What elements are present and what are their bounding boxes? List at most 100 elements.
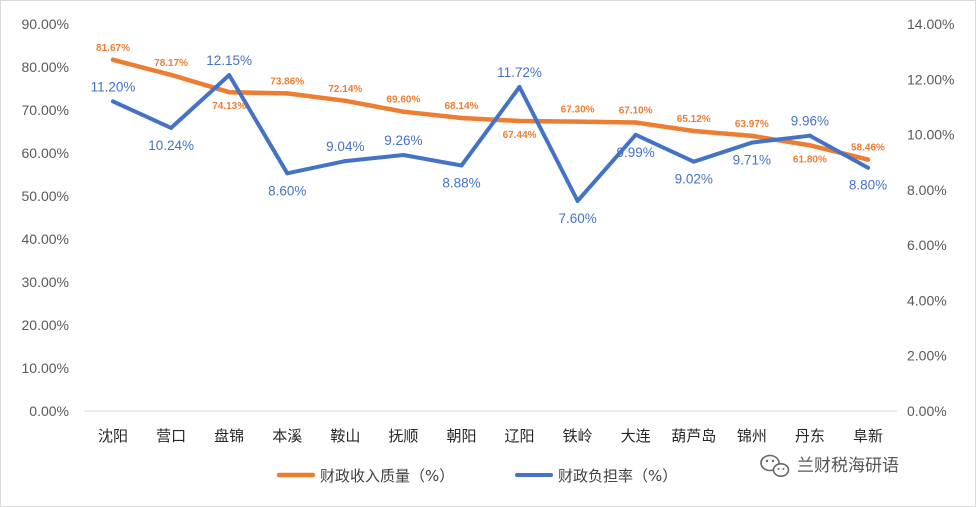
- data-label-revenue-quality: 78.17%: [154, 58, 188, 69]
- x-category-label: 鞍山: [330, 427, 360, 445]
- y-left-tick-label: 0.00%: [29, 403, 69, 419]
- data-point-fiscal-burden: [749, 140, 754, 145]
- data-label-fiscal-burden: 9.04%: [326, 139, 364, 154]
- data-label-revenue-quality: 63.97%: [735, 119, 769, 130]
- y-left-tick-label: 80.00%: [22, 59, 69, 75]
- watermark: 兰财税海研语: [760, 454, 899, 477]
- data-point-revenue-quality: [807, 143, 813, 148]
- data-point-fiscal-burden: [575, 198, 580, 203]
- y-left-tick-label: 60.00%: [22, 145, 69, 161]
- y-left-tick-label: 90.00%: [22, 16, 69, 32]
- wechat-icon: [760, 454, 790, 477]
- data-point-revenue-quality: [459, 115, 464, 121]
- data-point-revenue-quality: [110, 57, 116, 63]
- data-label-fiscal-burden: 8.80%: [849, 178, 887, 193]
- series-fiscal-burden: [111, 73, 870, 203]
- legend: 财政收入质量（%） 财政负担率（%）: [276, 467, 677, 485]
- axes: 0.00% 10.00% 20.00% 30.00% 40.00% 50.00% 60.00…: [22, 16, 955, 445]
- data-point-fiscal-burden: [285, 171, 290, 176]
- data-label-fiscal-burden: 7.60%: [558, 211, 596, 226]
- x-category-label: 盘锦: [214, 427, 244, 445]
- x-category-label: 丹东: [795, 427, 825, 445]
- data-point-fiscal-burden: [459, 163, 464, 168]
- data-label-fiscal-burden: 9.99%: [617, 145, 655, 160]
- data-label-fiscal-burden: 10.24%: [148, 138, 194, 153]
- series-line-fiscal-burden: [111, 73, 870, 203]
- data-point-revenue-quality: [749, 133, 755, 139]
- data-point-revenue-quality: [168, 72, 174, 78]
- data-point-revenue-quality: [401, 109, 406, 114]
- data-point-revenue-quality: [865, 157, 871, 162]
- y-left-tick-label: 70.00%: [22, 102, 69, 118]
- data-point-revenue-quality: [343, 98, 348, 103]
- data-point-revenue-quality: [517, 118, 522, 124]
- data-point-revenue-quality: [226, 90, 232, 95]
- data-point-fiscal-burden: [401, 153, 406, 158]
- data-point-revenue-quality: [285, 91, 290, 96]
- x-category-label: 葫芦岛: [671, 427, 716, 445]
- data-label-revenue-quality: 65.12%: [677, 114, 711, 125]
- x-category-label: 锦州: [737, 427, 767, 445]
- data-point-fiscal-burden: [691, 159, 696, 164]
- data-label-fiscal-burden: 9.26%: [384, 133, 422, 148]
- data-label-revenue-quality: 67.30%: [561, 105, 595, 116]
- y-left-tick-label: 20.00%: [22, 317, 69, 333]
- data-point-revenue-quality: [575, 119, 580, 124]
- data-label-revenue-quality: 81.67%: [96, 43, 130, 54]
- x-category-label: 营口: [156, 427, 186, 445]
- x-category-label: 辽阳: [505, 427, 535, 445]
- data-point-revenue-quality: [691, 128, 696, 134]
- y-right-tick-label: 0.00%: [907, 403, 947, 419]
- y-right-tick-label: 10.00%: [907, 127, 954, 143]
- data-label-revenue-quality: 72.14%: [328, 84, 362, 95]
- data-label-fiscal-burden: 11.20%: [91, 79, 136, 94]
- x-category-label: 本溪: [272, 427, 302, 445]
- data-label-fiscal-burden: 9.96%: [791, 114, 829, 129]
- data-point-fiscal-burden: [517, 85, 522, 90]
- x-category-label: 朝阳: [446, 427, 476, 445]
- y-right-tick-label: 2.00%: [907, 348, 947, 364]
- data-label-revenue-quality: 58.46%: [851, 143, 885, 154]
- x-category-label: 抚顺: [388, 427, 418, 445]
- y-right-tick-label: 14.00%: [907, 16, 954, 32]
- y-right-tick-label: 6.00%: [907, 237, 947, 253]
- y-left-tick-label: 10.00%: [22, 360, 69, 376]
- data-point-fiscal-burden: [865, 165, 870, 170]
- data-label-fiscal-burden: 9.71%: [733, 153, 771, 168]
- watermark-text: 兰财税海研语: [797, 456, 899, 476]
- data-label-revenue-quality: 69.60%: [386, 95, 420, 106]
- x-category-label: 沈阳: [98, 427, 128, 445]
- data-labels: 81.67% 78.17% 74.13% 73.86% 72.14% 69.60% 68.1…: [91, 43, 887, 226]
- x-category-label: 大连: [621, 427, 651, 445]
- data-point-fiscal-burden: [343, 159, 348, 164]
- legend-label-revenue-quality: 财政收入质量（%）: [320, 467, 454, 485]
- data-label-revenue-quality: 67.44%: [503, 130, 537, 141]
- data-label-revenue-quality: 73.86%: [270, 76, 304, 87]
- y-left-tick-label: 50.00%: [22, 188, 69, 204]
- data-point-fiscal-burden: [633, 132, 638, 137]
- data-label-revenue-quality: 67.10%: [619, 105, 653, 116]
- data-label-revenue-quality: 74.13%: [212, 101, 246, 112]
- x-category-label: 阜新: [853, 427, 883, 445]
- legend-label-fiscal-burden: 财政负担率（%）: [558, 467, 677, 485]
- data-label-fiscal-burden: 8.60%: [268, 183, 306, 198]
- data-label-fiscal-burden: 11.72%: [497, 65, 542, 80]
- data-point-fiscal-burden: [807, 133, 812, 138]
- data-point-fiscal-burden: [227, 73, 232, 78]
- y-left-tick-label: 30.00%: [22, 274, 69, 290]
- data-point-revenue-quality: [633, 120, 638, 125]
- data-point-fiscal-burden: [169, 125, 174, 130]
- data-point-fiscal-burden: [111, 99, 116, 104]
- y-right-tick-label: 4.00%: [907, 292, 947, 308]
- x-category-label: 铁岭: [563, 427, 593, 445]
- y-right-tick-label: 8.00%: [907, 182, 947, 198]
- y-left-tick-label: 40.00%: [22, 231, 69, 247]
- data-label-revenue-quality: 61.80%: [793, 154, 827, 165]
- data-label-fiscal-burden: 12.15%: [206, 53, 252, 68]
- data-label-revenue-quality: 68.14%: [445, 101, 479, 112]
- y-right-tick-label: 12.00%: [907, 71, 954, 87]
- data-label-fiscal-burden: 8.88%: [442, 176, 480, 191]
- data-label-fiscal-burden: 9.02%: [675, 172, 713, 187]
